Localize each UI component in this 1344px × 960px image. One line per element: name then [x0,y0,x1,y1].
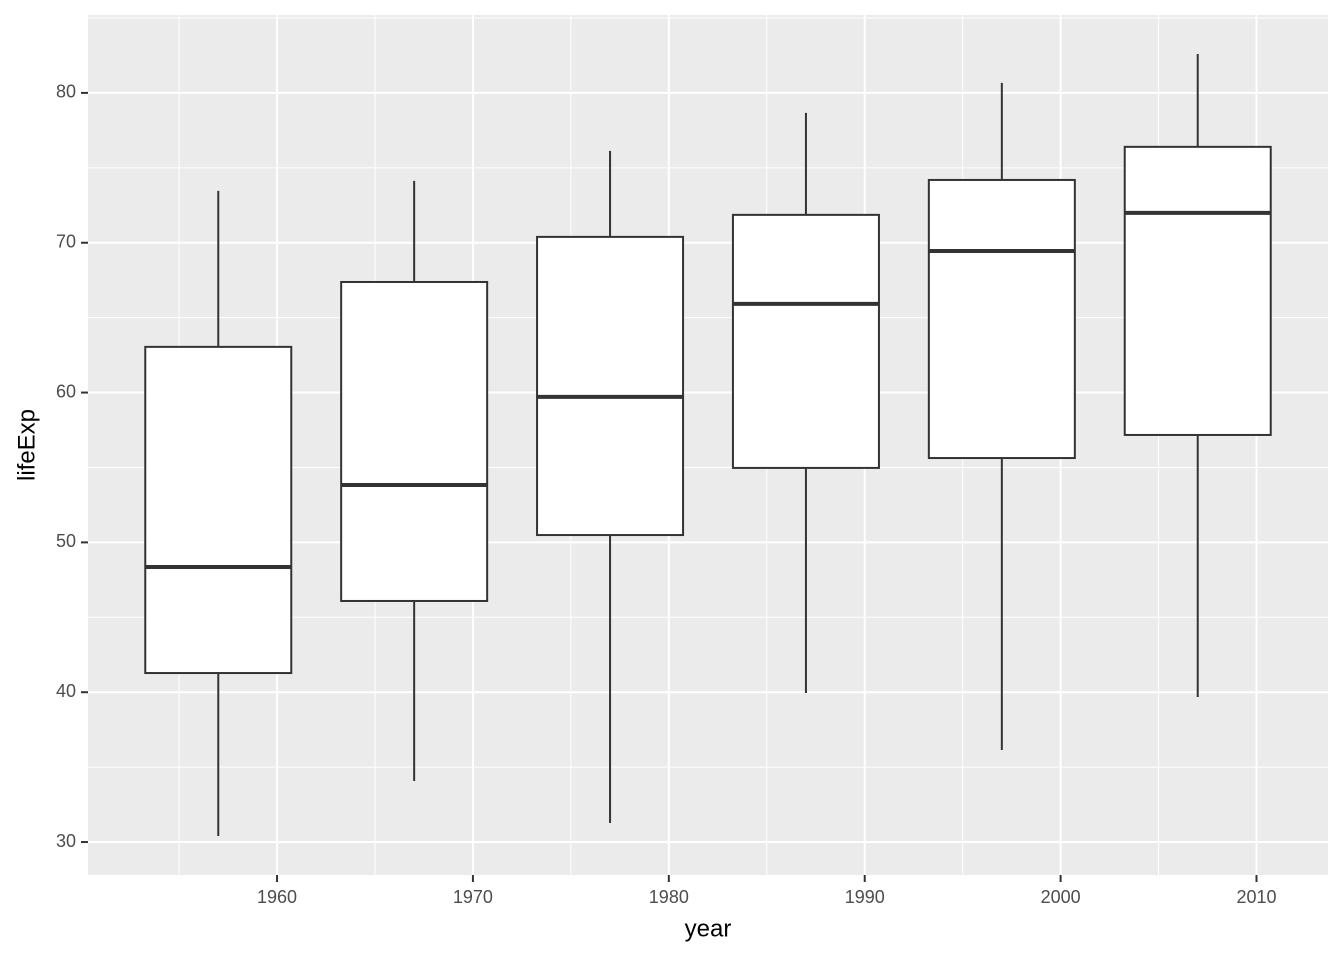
box [144,190,293,837]
x-tick-label: 2010 [1236,887,1276,907]
box [340,180,489,782]
x-tick-label: 1990 [845,887,885,907]
x-tick-label: 2000 [1041,887,1081,907]
box [927,82,1076,751]
box-body [731,213,880,469]
y-tick-label: 80 [56,82,76,102]
box-body [1123,145,1272,436]
y-tick-label: 60 [56,381,76,401]
y-tick-label: 40 [56,681,76,701]
box-body [340,280,489,602]
box-body [927,178,1076,460]
x-axis-title: year [685,915,732,942]
panel [88,15,1328,875]
y-tick-label: 70 [56,231,76,251]
y-tick-label: 30 [56,831,76,851]
x-tick-label: 1960 [257,887,297,907]
x-tick-label: 1980 [649,887,689,907]
box-body [144,345,293,675]
x-tick-label: 1970 [453,887,493,907]
y-axis-title: lifeExp [13,409,40,481]
box [536,150,685,824]
y-tick-label: 50 [56,531,76,551]
box [1123,53,1272,698]
box-body [536,235,685,537]
box [731,112,880,693]
